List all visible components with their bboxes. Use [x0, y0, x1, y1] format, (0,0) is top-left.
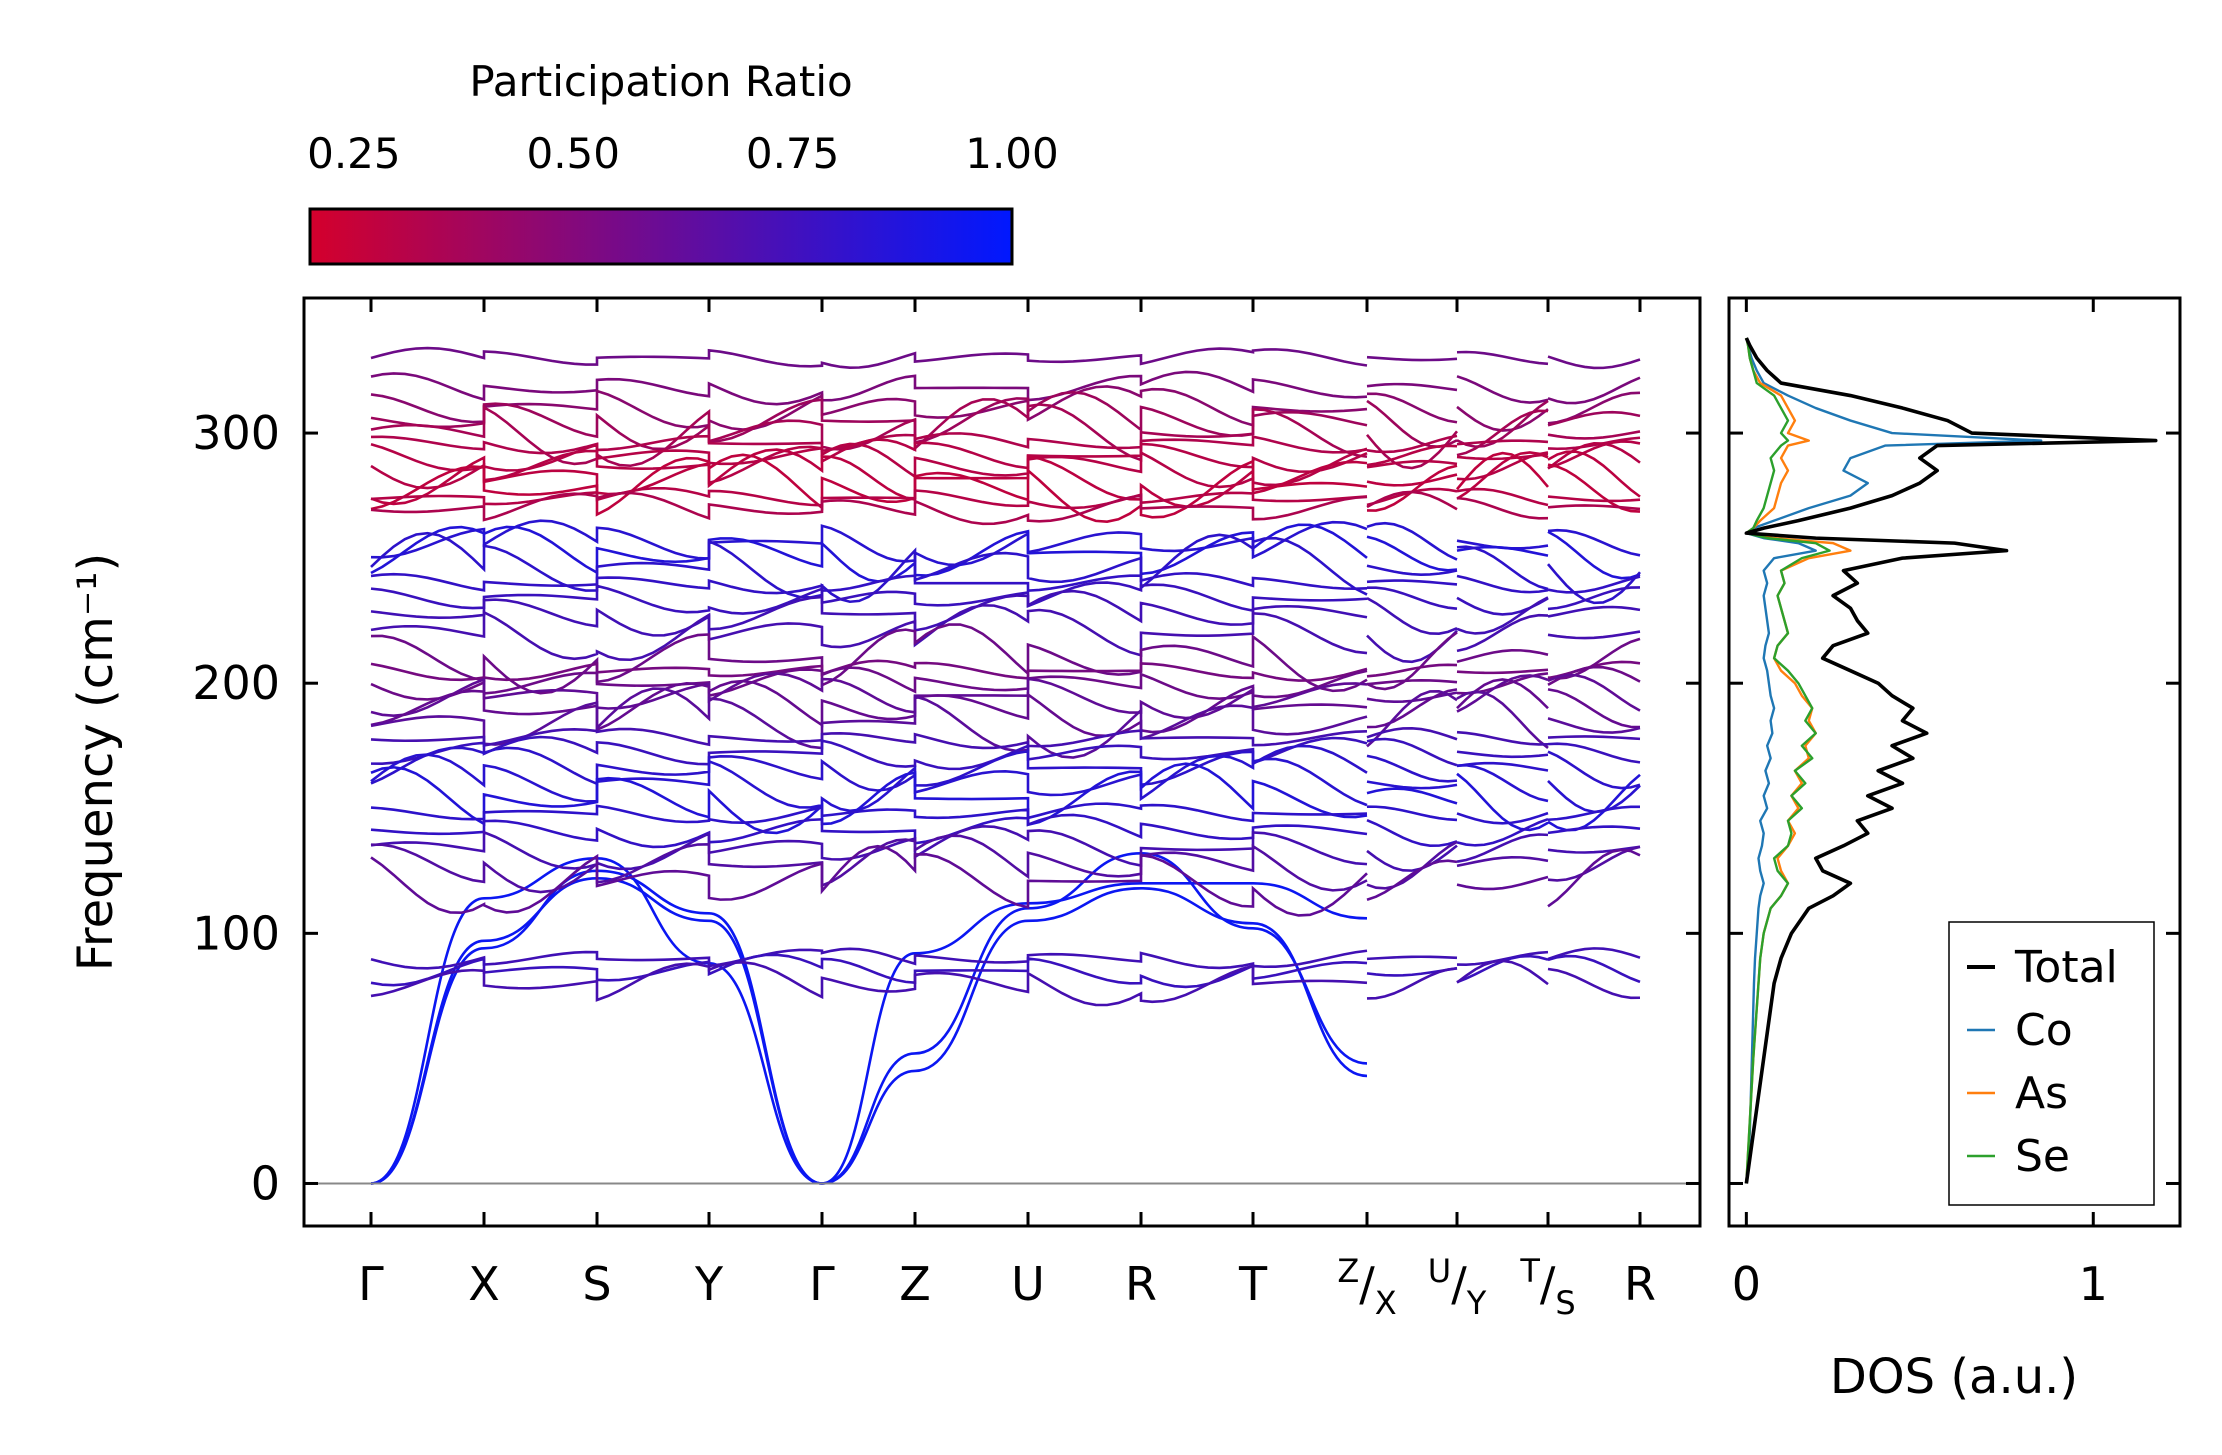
optical-branch: [370, 490, 1641, 526]
optical-branch: [370, 370, 1641, 406]
band-x-ticks: Γ X S Y Γ Z U R T Z/X U/Y T/S R: [358, 298, 1656, 1322]
band-y-axis-title: Frequency (cm⁻¹): [68, 553, 124, 971]
high-symmetry-label: Γ: [809, 1257, 835, 1311]
optical-branch: [370, 523, 1641, 583]
optical-branch: [370, 762, 1641, 835]
band-axes-frame: [302, 296, 1702, 1228]
dos-lines: [1744, 337, 2158, 1184]
optical-branch: [370, 442, 1641, 490]
optical-branch: [370, 581, 1641, 616]
optical-branch: [370, 947, 1641, 970]
acoustic-branch: [821, 887, 1368, 1185]
optical-branch: [370, 390, 1641, 451]
colorbar-ticks: 0.25 0.50 0.75 1.00: [307, 129, 1059, 264]
high-symmetry-label: R: [1125, 1257, 1157, 1311]
optical-branch: [370, 959, 1641, 1007]
legend-label: Total: [2014, 942, 2118, 993]
optical-branch: [370, 346, 1641, 370]
optical-branch: [370, 385, 1641, 432]
optical-branch: [370, 744, 1641, 792]
dos-axes-frame: [1727, 296, 2182, 1228]
colorbar-gradient: [308, 207, 1014, 266]
colorbar-tick-label: 0.75: [746, 129, 840, 178]
dos-line-as: [1745, 337, 1852, 1184]
high-symmetry-label: T: [1238, 1257, 1268, 1311]
acoustic-branch: [821, 882, 1368, 1185]
optical-branch: [370, 802, 1641, 825]
optical-branch: [370, 438, 1641, 473]
colorbar-tick-label: 1.00: [965, 129, 1059, 178]
band-y-ticks: 0 100 200 300: [192, 406, 1700, 1210]
band-y-tick-label: 200: [192, 656, 280, 710]
high-symmetry-label: S: [582, 1257, 611, 1311]
high-symmetry-label: U/Y: [1428, 1252, 1487, 1322]
optical-branch: [370, 726, 1641, 750]
optical-branch: [370, 735, 1641, 771]
acoustic-branch: [370, 869, 823, 1185]
dos-x-axis-title: DOS (a.u.): [1830, 1349, 2078, 1405]
high-symmetry-label: X: [468, 1257, 500, 1311]
legend-label: Se: [2015, 1131, 2070, 1182]
colorbar-title: Participation Ratio: [469, 57, 852, 106]
optical-branch: [370, 519, 1641, 567]
legend-frame: [1948, 921, 2155, 1206]
colorbar: Participation Ratio 0.25 0.50 0.75 1.00: [307, 57, 1059, 266]
optical-branch: [370, 571, 1641, 595]
optical-branch: [370, 813, 1641, 849]
acoustic-branch: [821, 851, 1368, 1185]
band-panel: 0 100 200 300 Γ X S Y Γ Z U R T Z/X U/Y T/S R Frequency…: [68, 296, 1702, 1322]
optical-branch: [370, 678, 1641, 738]
dos-line-total: [1744, 337, 2158, 1184]
optical-branch: [370, 398, 1641, 470]
dos-line-se: [1745, 337, 1831, 1184]
band-y-tick-label: 300: [192, 406, 280, 460]
dos-line-co: [1745, 337, 2043, 1184]
colorbar-tick-label: 0.50: [526, 129, 620, 178]
high-symmetry-label: Z: [899, 1257, 931, 1311]
legend-label: As: [2015, 1068, 2068, 1119]
high-symmetry-label: Y: [694, 1257, 724, 1311]
optical-branch: [370, 953, 1641, 989]
optical-branch: [370, 753, 1641, 814]
optical-branch: [370, 589, 1641, 637]
band-y-tick-label: 0: [251, 1156, 280, 1210]
dos-y-ticks: [1729, 431, 2180, 1185]
optical-branch: [370, 665, 1641, 701]
dos-legend: Total Co As Se: [1948, 921, 2155, 1206]
optical-branch: [370, 603, 1641, 664]
dos-x-tick-label: 0: [1732, 1257, 1761, 1311]
high-symmetry-label: Z/X: [1337, 1252, 1396, 1322]
high-symmetry-label: Γ: [358, 1257, 384, 1311]
colorbar-tick-label: 0.25: [307, 129, 401, 178]
dos-x-tick-label: 1: [2079, 1257, 2108, 1311]
high-symmetry-label: R: [1624, 1257, 1656, 1311]
optical-branch: [370, 531, 1641, 605]
optical-branch: [370, 448, 1641, 508]
optical-branch: [370, 623, 1641, 695]
high-symmetry-label: T/S: [1519, 1252, 1575, 1322]
optical-branch: [370, 659, 1641, 682]
legend-label: Co: [2015, 1005, 2073, 1056]
band-y-tick-label: 100: [192, 906, 280, 960]
optical-branch: [370, 834, 1641, 894]
optical-branch: [370, 687, 1641, 759]
optical-branch: [370, 844, 1641, 917]
high-symmetry-label: U: [1011, 1257, 1045, 1311]
band-lines: [370, 346, 1641, 1185]
